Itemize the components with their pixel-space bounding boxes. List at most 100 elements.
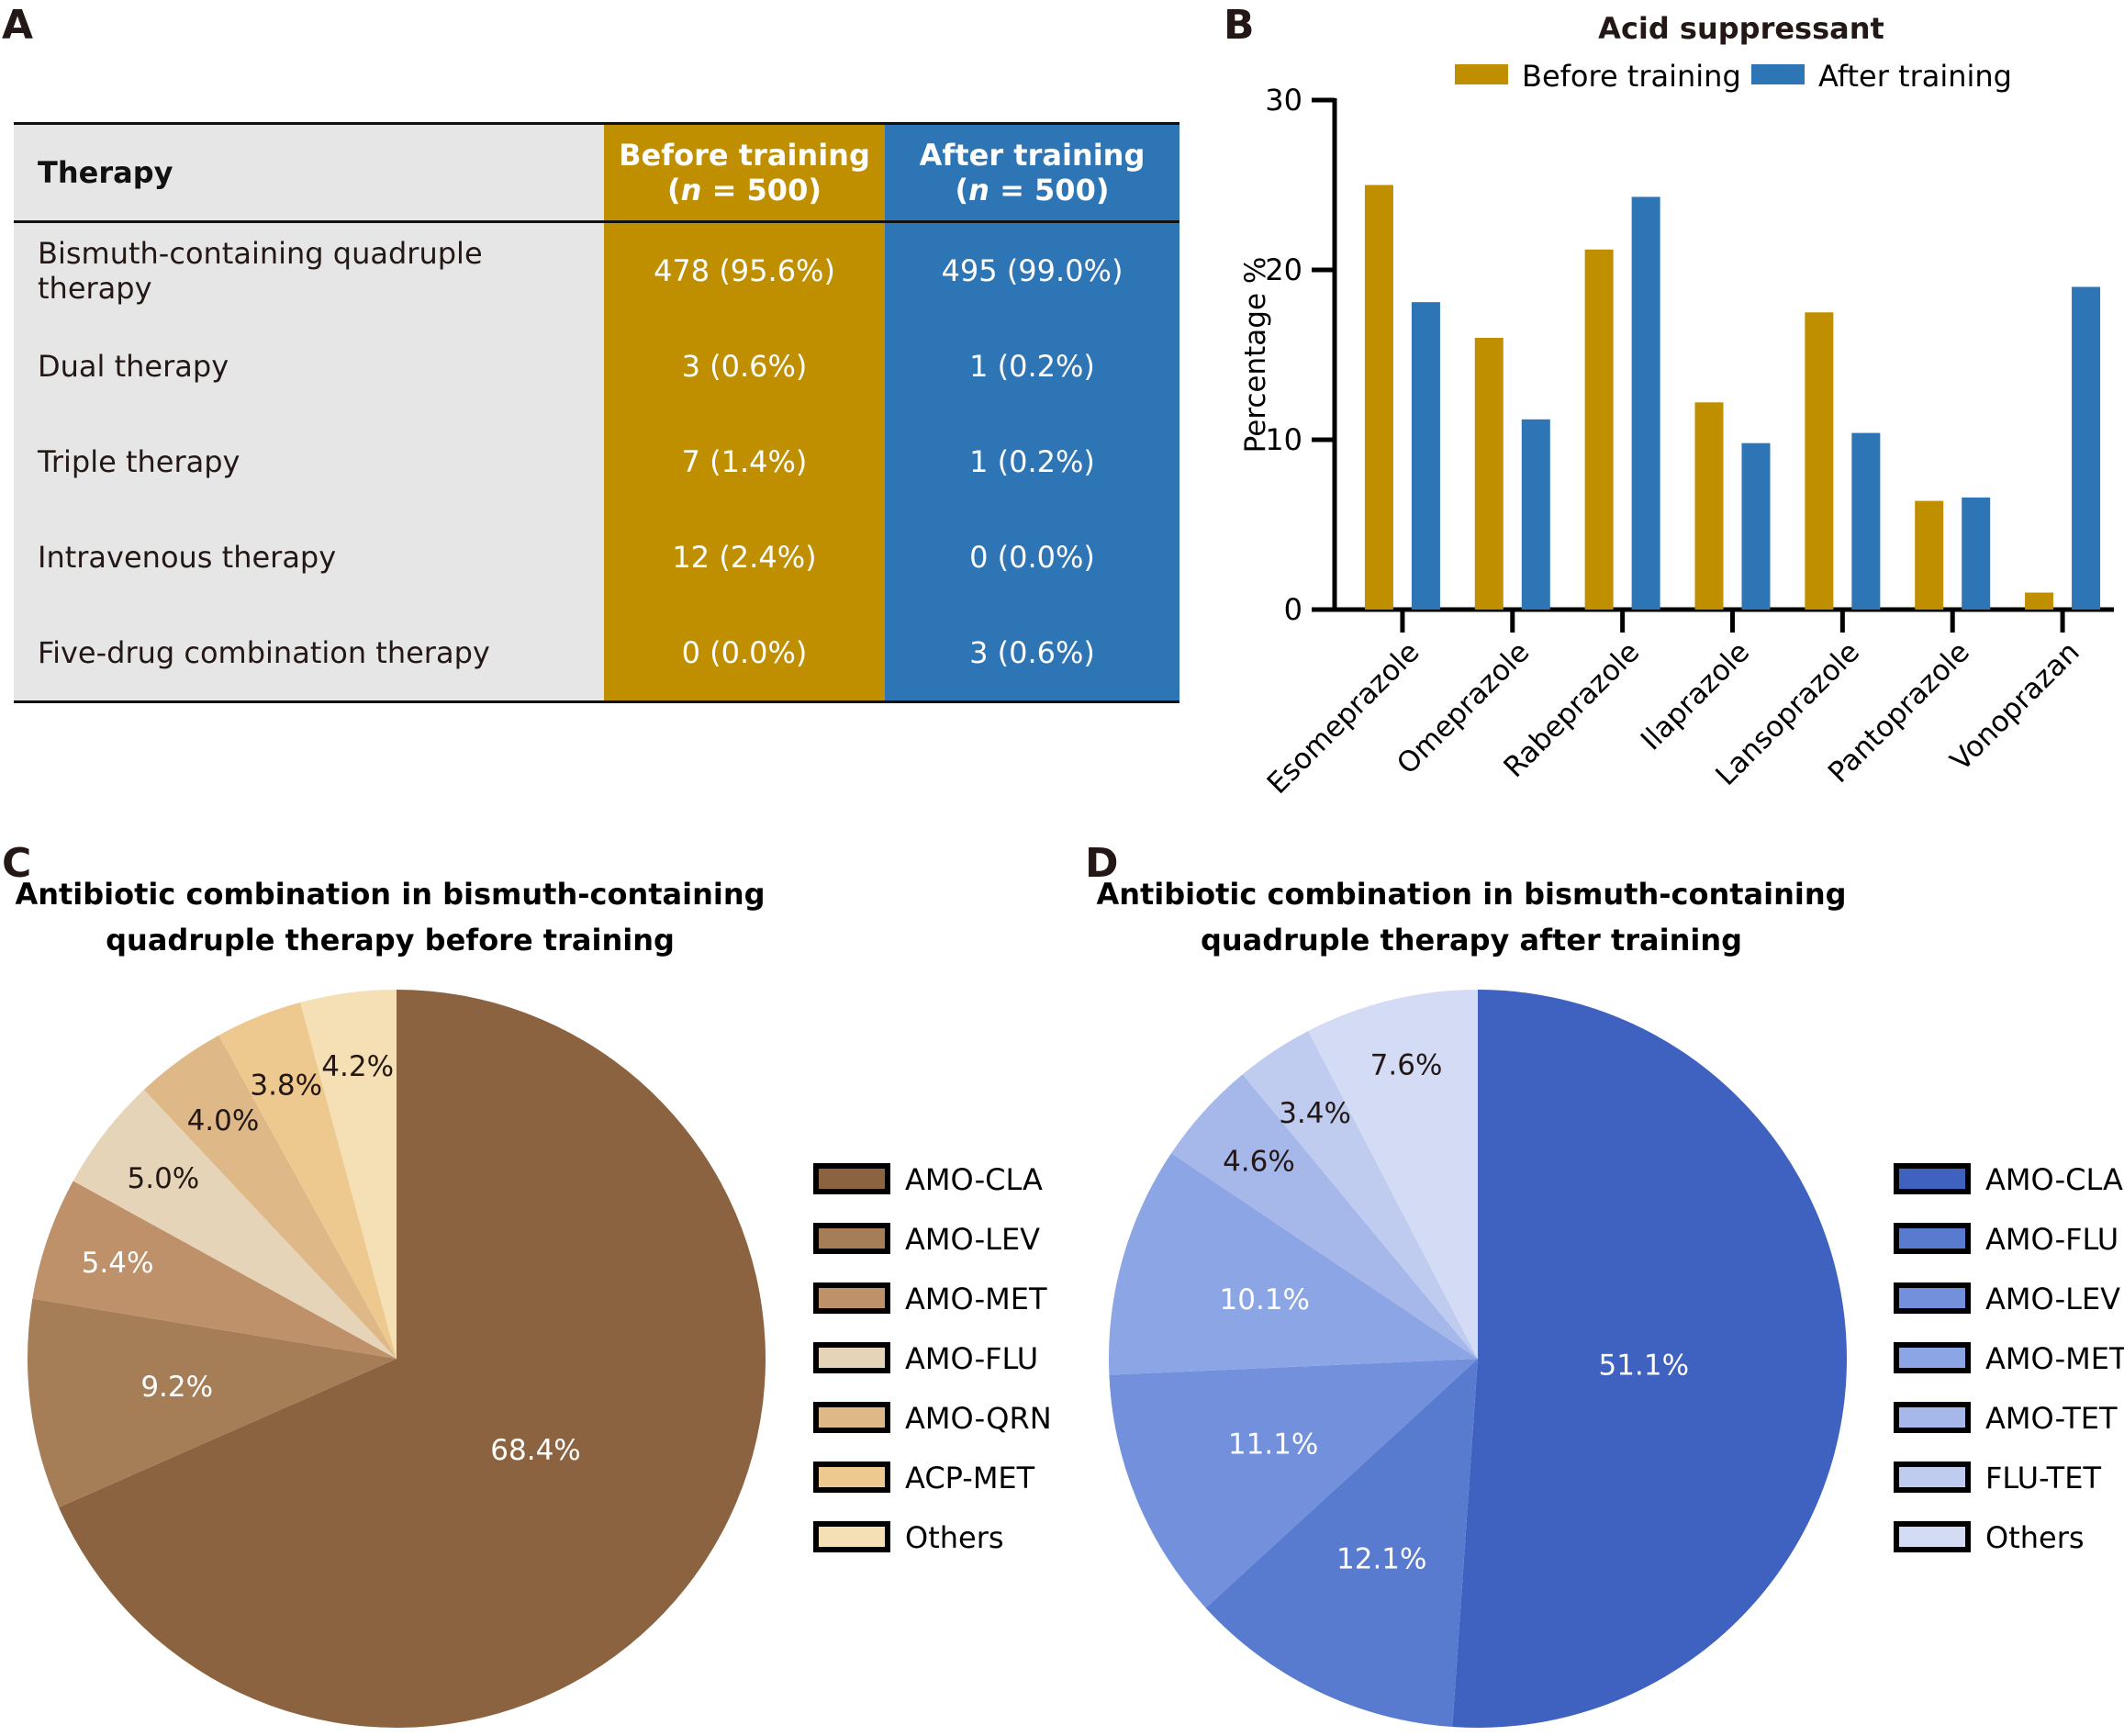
therapy-table: Therapy Before training (n = 500) After t… (14, 122, 1179, 703)
header-after-n: (n = 500) (955, 173, 1110, 207)
pie-data-label: 7.6% (1370, 1049, 1443, 1082)
legend-swatch (1894, 1223, 1971, 1254)
legend-label: Others (1985, 1520, 2085, 1555)
header-after: After training (n = 500) (885, 122, 1179, 223)
legend-swatch (1894, 1342, 1971, 1373)
legend-swatch (813, 1402, 890, 1433)
bar-before (2025, 592, 2054, 610)
bar-after (1741, 442, 1771, 610)
cell-before: 0 (0.0%) (604, 605, 885, 703)
legend-swatch (813, 1521, 890, 1552)
panel-label-d: D (1085, 840, 1119, 887)
legend-label: AMO-MET (905, 1282, 1047, 1316)
cell-therapy: Dual therapy (14, 319, 604, 414)
bar-before (1364, 185, 1393, 610)
header-before-n: (n = 500) (667, 173, 822, 207)
y-tick-label: 0 (1284, 592, 1302, 627)
cell-before: 478 (95.6%) (604, 221, 885, 319)
pie-slice-others (1308, 990, 1478, 1359)
pie-title-line2: quadruple therapy before training (106, 923, 675, 958)
pie-data-label: 51.1% (1599, 1349, 1689, 1382)
panel-label-b: B (1224, 2, 1255, 49)
pie-slice-amo-flu (73, 1089, 397, 1359)
legend-swatch (813, 1163, 890, 1194)
cell-therapy: Bismuth-containing quadruple therapy (14, 221, 604, 319)
header-before: Before training (n = 500) (604, 122, 885, 223)
cell-after: 0 (0.0%) (885, 510, 1179, 605)
legend-label: After training (1818, 59, 2012, 94)
y-tick-label: 20 (1265, 252, 1302, 287)
cell-before: 3 (0.6%) (604, 319, 885, 414)
cell-therapy: Five-drug combination therapy (14, 605, 604, 703)
pie-data-label: 3.8% (250, 1070, 322, 1103)
pie-slice-amo-cla (59, 990, 766, 1728)
x-tick-label: Esomeprazole (1261, 635, 1426, 801)
pie-title-line1: Antibiotic combination in bismuth-contai… (15, 877, 765, 912)
legend-swatch (813, 1462, 890, 1493)
pie-data-label: 5.4% (82, 1247, 154, 1280)
legend-label: ACP-MET (905, 1461, 1035, 1495)
y-tick-label: 10 (1265, 422, 1302, 457)
cell-after: 1 (0.2%) (885, 414, 1179, 510)
pie-data-label: 5.0% (128, 1162, 200, 1195)
pie-title-line1: Antibiotic combination in bismuth-contai… (1096, 877, 1846, 912)
cell-after: 3 (0.6%) (885, 605, 1179, 703)
table-row: Five-drug combination therapy 0 (0.0%) 3 (… (14, 605, 1179, 703)
legend-label: AMO-LEV (1985, 1282, 2120, 1316)
pie-data-label: 9.2% (140, 1371, 213, 1404)
bar-chart-title: Acid suppressant (1598, 11, 1884, 46)
bar-before (1694, 402, 1724, 610)
legend-label: AMO-CLA (1985, 1162, 2123, 1197)
pie-slice-amo-met (32, 1181, 397, 1359)
legend-label: AMO-QRN (905, 1401, 1052, 1436)
bar-after (2072, 286, 2101, 610)
table-row: Dual therapy 3 (0.6%) 1 (0.2%) (14, 319, 1179, 414)
pie-title-line2: quadruple therapy after training (1201, 923, 1742, 958)
legend-swatch (1894, 1163, 1971, 1194)
y-axis-label: Percentage % (1239, 257, 1272, 454)
cell-after: 495 (99.0%) (885, 221, 1179, 319)
pie-slice-acp-met (218, 1002, 397, 1359)
legend-swatch (813, 1282, 890, 1314)
pie-slice-amo-met (1109, 1153, 1478, 1375)
pie-slice-others (300, 990, 397, 1359)
legend-swatch (813, 1342, 890, 1373)
pie-slice-amo-lev (27, 1298, 397, 1507)
pie-data-label: 3.4% (1279, 1097, 1351, 1130)
pie-slice-amo-flu (1205, 1359, 1478, 1728)
header-after-label: After training (919, 138, 1146, 173)
legend-label: AMO-CLA (905, 1162, 1043, 1197)
pie-data-label: 68.4% (490, 1434, 580, 1467)
legend-swatch (1751, 64, 1805, 84)
legend-label: AMO-MET (1985, 1341, 2124, 1376)
cell-therapy: Triple therapy (14, 414, 604, 510)
pie-slice-amo-qrn (143, 1035, 397, 1359)
pie-slice-flu-tet (1242, 1030, 1478, 1359)
legend-label: AMO-TET (1985, 1401, 2118, 1436)
header-before-label: Before training (619, 138, 870, 173)
cell-before: 7 (1.4%) (604, 414, 885, 510)
bar-after (1411, 302, 1440, 610)
x-tick-label: Ilaprazole (1635, 635, 1756, 756)
table-row: Triple therapy 7 (1.4%) 1 (0.2%) (14, 414, 1179, 510)
panel-label-c: C (2, 840, 32, 887)
pie-slice-amo-lev (1109, 1359, 1478, 1608)
legend-label: FLU-TET (1985, 1461, 2101, 1495)
bar-after (1962, 497, 1991, 610)
y-tick-label: 30 (1265, 83, 1302, 118)
pie-data-label: 4.6% (1223, 1145, 1295, 1178)
legend-swatch (813, 1223, 890, 1254)
header-therapy: Therapy (14, 122, 604, 223)
legend-label: Others (905, 1520, 1004, 1555)
legend-label: AMO-FLU (1985, 1222, 2118, 1257)
legend-label: AMO-LEV (905, 1222, 1040, 1257)
legend-swatch (1894, 1282, 1971, 1314)
pie-slice-amo-tet (1171, 1074, 1478, 1359)
legend-label: Before training (1522, 59, 1741, 94)
table-row: Bismuth-containing quadruple therapy 478 … (14, 221, 1179, 319)
legend-swatch (1894, 1462, 1971, 1493)
table-header-row: Therapy Before training (n = 500) After t… (14, 122, 1179, 223)
pie-data-label: 4.0% (187, 1104, 260, 1137)
